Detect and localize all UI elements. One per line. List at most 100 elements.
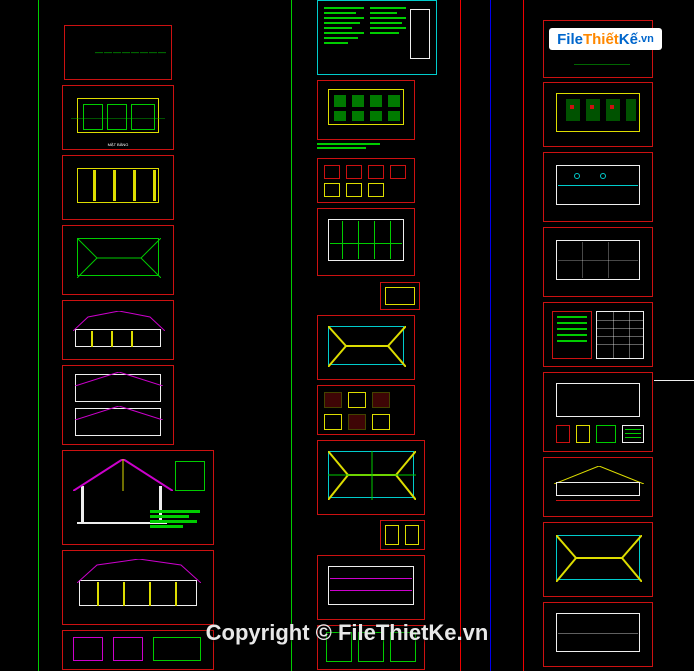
rf-hips: [328, 326, 406, 367]
sheet-b-details2[interactable]: [317, 385, 415, 435]
beam-outline: [328, 219, 404, 261]
sheet-b-beamplan[interactable]: [317, 208, 415, 276]
room-2: [107, 104, 127, 130]
sheet-b-roofframe[interactable]: [317, 315, 415, 380]
slab-outline: [328, 566, 414, 605]
d2-3: [372, 392, 390, 408]
sheet-c-fixture[interactable]: [543, 372, 653, 452]
notes-col-1: [324, 7, 364, 68]
mep-r2: [586, 99, 600, 121]
fix-4: [622, 425, 644, 443]
e3-c2: [123, 582, 125, 606]
mep-fx3: [610, 105, 614, 109]
sheet-b-detail-s2[interactable]: [317, 625, 425, 670]
dm2-2: [405, 525, 419, 545]
fix-outline: [556, 383, 640, 417]
ds-2: [113, 637, 143, 661]
ceil-grid-v1: [582, 242, 583, 278]
col-2: [111, 331, 113, 347]
fnd-b1: [334, 111, 346, 121]
logo-part-4: .vn: [638, 33, 654, 45]
logo-part-3: Kế: [619, 31, 638, 48]
room-1: [83, 104, 103, 130]
truss-bar-1: [93, 170, 96, 201]
det-1: [324, 165, 340, 179]
watermark-logo: File Thiết Kế .vn: [549, 28, 662, 50]
truss-bar-2: [113, 170, 116, 201]
title2-line: ————————: [574, 61, 630, 68]
sheet-b-slab[interactable]: [317, 555, 425, 620]
ds-3: [153, 637, 201, 661]
det-6: [346, 183, 362, 197]
sheet-a-floorplan[interactable]: MẶT BẰNG: [62, 85, 174, 150]
mep-r1: [566, 99, 580, 121]
sch-table: [596, 311, 644, 359]
sheet-b-notes[interactable]: [317, 0, 437, 75]
sheet-a-truss[interactable]: [62, 155, 174, 220]
sch-diagram: [552, 311, 592, 359]
sheet-b-detail-m2[interactable]: [380, 520, 425, 550]
guide-red-1: [460, 0, 461, 671]
sheet-c-panel[interactable]: [543, 602, 653, 667]
col-3: [131, 331, 133, 347]
sheet-b-foundation[interactable]: [317, 80, 415, 140]
col-1: [91, 331, 93, 347]
sheet-a-title[interactable]: ————————: [64, 25, 172, 80]
d2-5: [348, 414, 366, 430]
notes-detail: [410, 9, 430, 59]
ds2-3: [390, 632, 416, 662]
d2-2: [348, 392, 366, 408]
guide-red-2: [523, 0, 524, 671]
notes-col-2: [370, 7, 406, 68]
elev-roof-svg: [73, 311, 165, 331]
mp-line: [556, 500, 640, 501]
sheet-a-elev1[interactable]: [62, 300, 174, 360]
fnd-b2: [352, 111, 364, 121]
det-3: [368, 165, 384, 179]
sheet-c-mepplan[interactable]: [543, 82, 653, 147]
sheet-b-roofframe2[interactable]: [317, 440, 425, 515]
cad-modelspace[interactable]: ———————— MẶT BẰNG: [0, 0, 694, 671]
sheet-a-detail-s[interactable]: [62, 630, 214, 670]
fnd-b3: [370, 111, 382, 121]
det-5: [324, 183, 340, 197]
fnd-r1: [334, 95, 346, 107]
sheet-c-plumbing[interactable]: [543, 152, 653, 222]
title-line: ————————: [95, 48, 167, 57]
ds-1: [73, 637, 103, 661]
sheet-a-section[interactable]: [62, 450, 214, 545]
slab-h2: [330, 590, 412, 591]
e2-roof: [75, 372, 163, 386]
ds2-1: [326, 632, 352, 662]
sheet-c-roofelec[interactable]: [543, 522, 653, 597]
d2-4: [324, 414, 342, 430]
elev-body: [75, 329, 161, 347]
fnd-side-notes: [317, 143, 387, 153]
re-hips: [556, 535, 642, 582]
plm-d1: [574, 173, 580, 179]
sheet-b-detail-m[interactable]: [380, 282, 420, 310]
sheet-c-schedule[interactable]: [543, 302, 653, 367]
guide-green-2: [291, 0, 292, 671]
truss-bar-3: [133, 170, 136, 201]
sheet-a-elev3[interactable]: [62, 550, 214, 625]
d2-6: [372, 414, 390, 430]
logo-part-2: Thiết: [583, 31, 619, 48]
sheet-a-roofplan[interactable]: [62, 225, 174, 295]
beam-v3: [374, 221, 375, 259]
sec-notes: [150, 510, 205, 538]
mep-r3: [606, 99, 620, 121]
grid-h: [71, 118, 165, 119]
sheet-a-elev2[interactable]: [62, 365, 174, 445]
guide-green-1: [38, 0, 39, 671]
mp-body: [556, 482, 640, 496]
sheet-c-ceiling[interactable]: [543, 227, 653, 297]
sheet-c-mepdetail[interactable]: [543, 457, 653, 517]
d2-1: [324, 392, 342, 408]
plan-caption: MẶT BẰNG: [63, 142, 173, 147]
sheet-b-details[interactable]: [317, 158, 415, 203]
sec-wall-l: [81, 486, 84, 524]
det-4: [390, 165, 406, 179]
roof-hips: [77, 238, 161, 278]
e3-c4: [175, 582, 177, 606]
